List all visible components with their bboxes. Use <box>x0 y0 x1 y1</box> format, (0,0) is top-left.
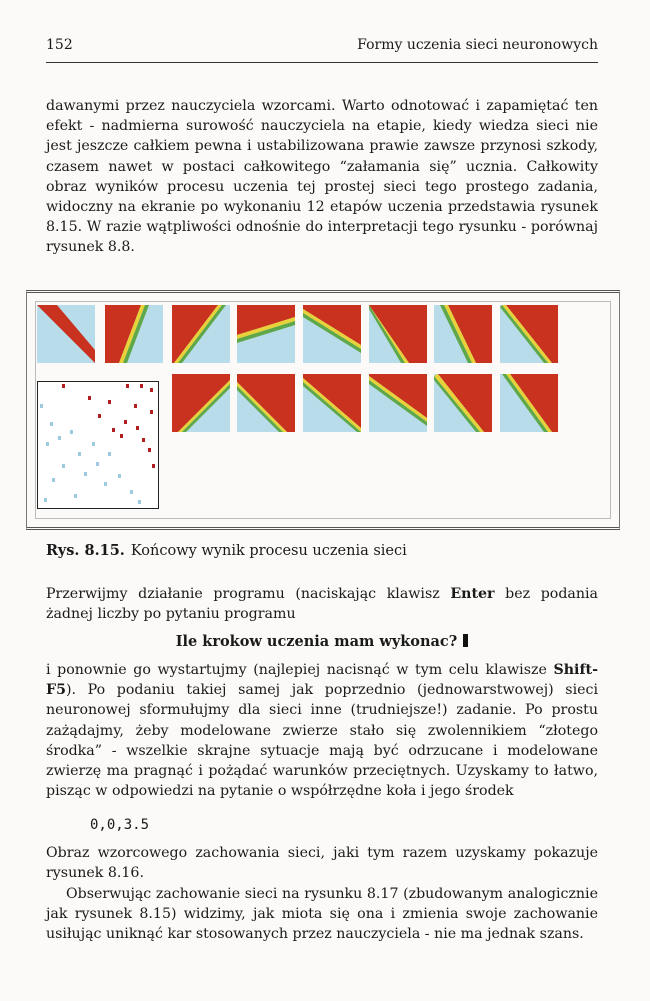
training-points-plot <box>37 381 159 509</box>
learning-stage-tile <box>500 374 558 432</box>
program-prompt: Ile krokow uczenia mam wykonac? <box>46 633 598 650</box>
figure-caption: Rys. 8.15. Końcowy wynik procesu uczenia … <box>46 542 407 559</box>
learning-stage-tile <box>172 305 230 363</box>
figure-8-15 <box>26 290 620 530</box>
shift-f5-key: Shift-F5 <box>46 662 598 699</box>
paragraph-5: Obserwując zachowanie sieci na rysunku 8… <box>46 886 598 943</box>
learning-stage-tile <box>237 374 295 432</box>
learning-stage-tile <box>500 305 558 363</box>
learning-stage-tile <box>237 305 295 363</box>
paragraph-2: Przerwijmy działanie programu (naciskają… <box>46 584 598 624</box>
running-title: Formy uczenia sieci neuronowych <box>357 37 598 53</box>
learning-stage-tile <box>434 374 492 432</box>
learning-stage-tile <box>303 305 361 363</box>
code-input: 0,0,3.5 <box>90 817 150 833</box>
enter-key: Enter <box>450 586 495 602</box>
page-number: 152 <box>46 37 73 53</box>
paragraph-4: Obraz wzorcowego zachowania sieci, jaki … <box>46 845 598 882</box>
caption-label: Rys. 8.15. <box>46 542 125 559</box>
paragraph-3-text-b: ). Po podaniu takiej samej jak poprzedni… <box>46 682 598 800</box>
learning-stage-tile <box>37 305 95 363</box>
learning-stage-tile <box>434 305 492 363</box>
learning-stage-tile <box>303 374 361 432</box>
learning-stage-tile <box>105 305 163 363</box>
page-header: 152 Formy uczenia sieci neuronowych <box>46 36 598 63</box>
paragraph-3-text-a: i ponownie go wystartujmy (najlepiej nac… <box>46 662 554 678</box>
paragraph-2-text-a: Przerwijmy działanie programu (naciskają… <box>46 586 451 602</box>
cursor-icon <box>463 634 469 647</box>
paragraph-1: dawanymi przez nauczyciela wzorcami. War… <box>46 98 598 256</box>
paragraph-2-text-b: bez podania żadnej liczby po pytaniu pro… <box>46 586 598 623</box>
caption-text: Końcowy wynik procesu uczenia sieci <box>130 543 407 559</box>
prompt-text: Ile krokow uczenia mam wykonac? <box>175 633 458 650</box>
learning-stage-tile <box>369 374 427 432</box>
learning-stage-tile <box>369 305 427 363</box>
figure-inner-frame <box>35 301 611 519</box>
learning-stage-tile <box>172 374 230 432</box>
paragraph-3: i ponownie go wystartujmy (najlepiej nac… <box>46 660 598 801</box>
